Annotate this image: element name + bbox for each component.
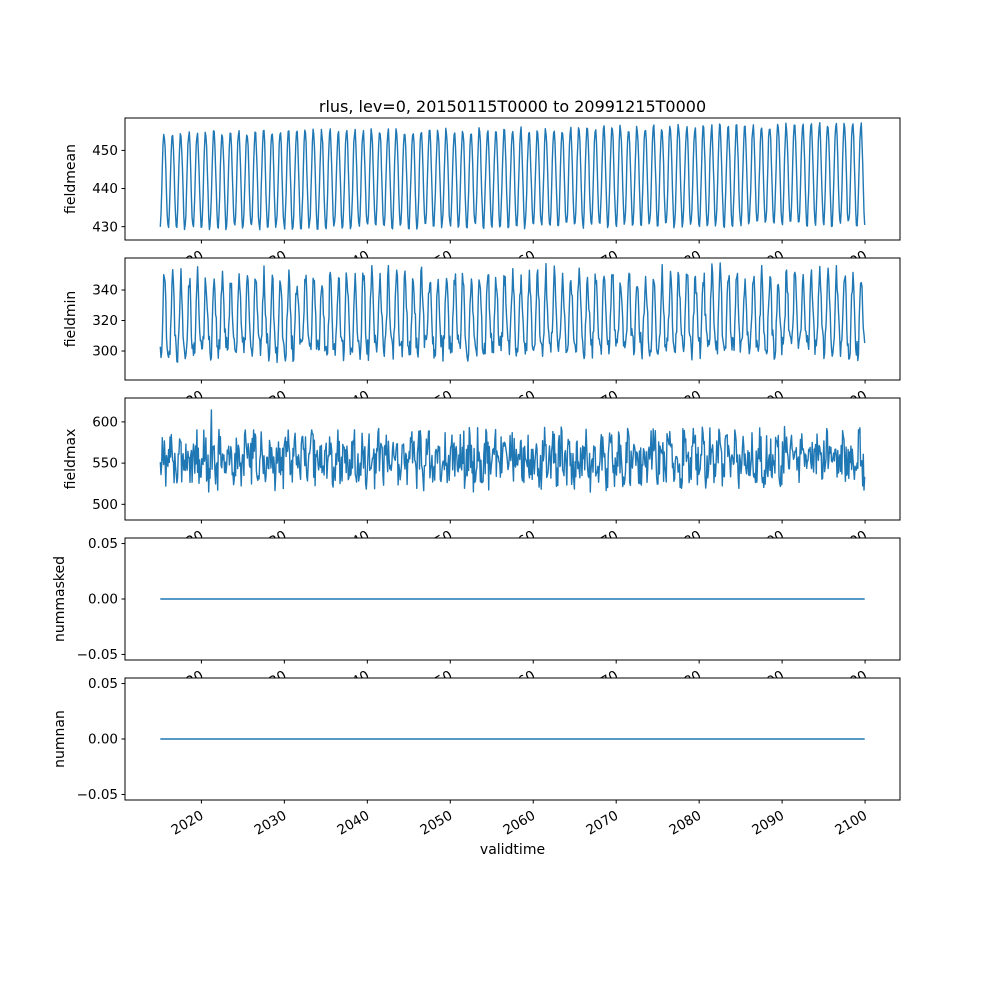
y-tick-label: 550: [92, 456, 118, 472]
x-tick-label: 2040: [335, 808, 373, 839]
x-tick-label: 2080: [666, 808, 704, 839]
y-tick-label: 0.05: [88, 676, 118, 692]
x-tick-label: 2090: [749, 808, 787, 839]
series-line-fieldmean: [159, 121, 866, 231]
x-axis-label: validtime: [479, 842, 546, 858]
series-line-fieldmax: [159, 409, 866, 493]
y-tick-label: 340: [92, 283, 118, 299]
y-tick-label: −0.05: [77, 787, 118, 803]
x-tick-label: 2060: [500, 808, 538, 839]
y-tick-label: 500: [92, 497, 118, 513]
y-tick-label: 440: [92, 181, 118, 197]
axes-border-fieldmean: [124, 117, 901, 241]
y-tick-label: 0.00: [88, 592, 118, 608]
chart-title: rlus, lev=0, 20150115T0000 to 20991215T0…: [318, 97, 707, 116]
x-tick-label: 2050: [418, 808, 456, 839]
y-tick-label: 300: [92, 344, 118, 360]
y-tick-label: 600: [92, 415, 118, 431]
y-tick-label: 0.05: [88, 536, 118, 552]
y-tick-label: 430: [92, 219, 118, 235]
x-tick-label: 2100: [832, 808, 870, 839]
y-tick-label: 320: [92, 313, 118, 329]
y-tick-label: 450: [92, 143, 118, 159]
axes-border-fieldmin: [124, 257, 901, 381]
series-line-fieldmin: [159, 262, 866, 364]
y-tick-label: −0.05: [77, 647, 118, 663]
x-tick-label: 2020: [169, 808, 207, 839]
x-tick-label: 2070: [583, 808, 621, 839]
y-tick-label: 0.00: [88, 732, 118, 748]
x-tick-label: 2030: [252, 808, 290, 839]
axes-border-fieldmax: [124, 397, 901, 521]
